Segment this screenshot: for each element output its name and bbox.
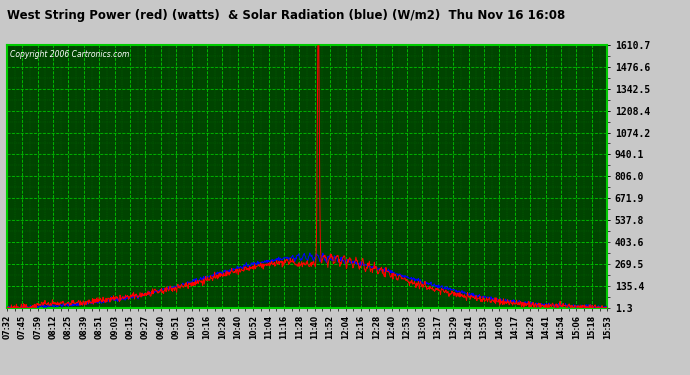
Text: West String Power (red) (watts)  & Solar Radiation (blue) (W/m2)  Thu Nov 16 16:: West String Power (red) (watts) & Solar … [7, 9, 565, 21]
Text: Copyright 2006 Cartronics.com: Copyright 2006 Cartronics.com [10, 50, 129, 59]
